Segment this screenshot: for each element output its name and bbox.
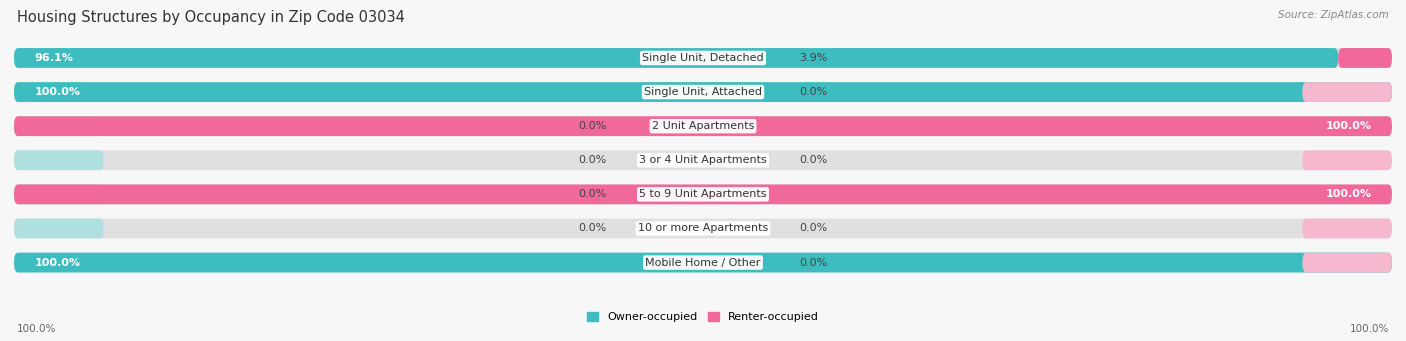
Text: 2 Unit Apartments: 2 Unit Apartments: [652, 121, 754, 131]
Text: 100.0%: 100.0%: [35, 87, 80, 97]
Text: 100.0%: 100.0%: [17, 324, 56, 334]
FancyBboxPatch shape: [1302, 219, 1392, 238]
Text: 0.0%: 0.0%: [578, 189, 606, 199]
Text: 0.0%: 0.0%: [800, 87, 828, 97]
FancyBboxPatch shape: [14, 82, 1392, 102]
Legend: Owner-occupied, Renter-occupied: Owner-occupied, Renter-occupied: [582, 308, 824, 327]
FancyBboxPatch shape: [1302, 253, 1392, 272]
FancyBboxPatch shape: [14, 219, 1392, 238]
Text: 100.0%: 100.0%: [1350, 324, 1389, 334]
FancyBboxPatch shape: [14, 150, 104, 170]
FancyBboxPatch shape: [14, 48, 1392, 68]
Text: Housing Structures by Occupancy in Zip Code 03034: Housing Structures by Occupancy in Zip C…: [17, 10, 405, 25]
FancyBboxPatch shape: [14, 150, 1392, 170]
Text: 3.9%: 3.9%: [800, 53, 828, 63]
FancyBboxPatch shape: [14, 219, 104, 238]
Text: 100.0%: 100.0%: [1326, 189, 1371, 199]
FancyBboxPatch shape: [14, 82, 1392, 102]
Text: 3 or 4 Unit Apartments: 3 or 4 Unit Apartments: [640, 155, 766, 165]
FancyBboxPatch shape: [14, 48, 1339, 68]
Text: 0.0%: 0.0%: [578, 121, 606, 131]
Text: 0.0%: 0.0%: [578, 223, 606, 234]
Text: 0.0%: 0.0%: [800, 155, 828, 165]
Text: 0.0%: 0.0%: [800, 223, 828, 234]
FancyBboxPatch shape: [14, 116, 104, 136]
Text: 100.0%: 100.0%: [35, 257, 80, 268]
FancyBboxPatch shape: [14, 253, 1392, 272]
FancyBboxPatch shape: [1302, 82, 1392, 102]
FancyBboxPatch shape: [1339, 48, 1392, 68]
FancyBboxPatch shape: [14, 184, 104, 204]
Text: Mobile Home / Other: Mobile Home / Other: [645, 257, 761, 268]
Text: 5 to 9 Unit Apartments: 5 to 9 Unit Apartments: [640, 189, 766, 199]
Text: Single Unit, Detached: Single Unit, Detached: [643, 53, 763, 63]
Text: 96.1%: 96.1%: [35, 53, 73, 63]
FancyBboxPatch shape: [14, 184, 1392, 204]
FancyBboxPatch shape: [14, 116, 1392, 136]
FancyBboxPatch shape: [1302, 150, 1392, 170]
Text: 0.0%: 0.0%: [578, 155, 606, 165]
Text: 0.0%: 0.0%: [800, 257, 828, 268]
FancyBboxPatch shape: [14, 116, 1392, 136]
Text: 10 or more Apartments: 10 or more Apartments: [638, 223, 768, 234]
FancyBboxPatch shape: [14, 184, 1392, 204]
Text: 100.0%: 100.0%: [1326, 121, 1371, 131]
FancyBboxPatch shape: [14, 253, 1392, 272]
Text: Source: ZipAtlas.com: Source: ZipAtlas.com: [1278, 10, 1389, 20]
Text: Single Unit, Attached: Single Unit, Attached: [644, 87, 762, 97]
